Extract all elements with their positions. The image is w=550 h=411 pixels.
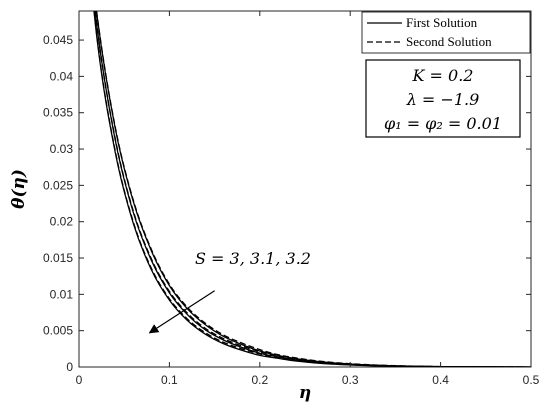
parameter-k: K = 0.2 (412, 66, 474, 85)
y-tick-label: 0.005 (43, 324, 73, 338)
annotation-s-values: S = 3, 3.1, 3.2 (195, 249, 311, 268)
y-tick-label: 0.045 (43, 33, 73, 47)
x-tick-label: 0.2 (251, 373, 268, 387)
legend-label-second-solution: Second Solution (406, 34, 492, 49)
parameters-box: K = 0.2 λ = −1.9 φ₁ = φ₂ = 0.01 (365, 59, 521, 138)
series-layer (93, 11, 531, 367)
legend-box (361, 11, 531, 54)
y-tick-label: 0.025 (43, 178, 73, 192)
y-tick-label: 0.035 (43, 106, 73, 120)
series-line-6 (95, 11, 531, 367)
parameter-phi: φ₁ = φ₂ = 0.01 (384, 114, 502, 133)
legend-label-first-solution: First Solution (406, 15, 478, 30)
legend: First Solution Second Solution (361, 11, 531, 54)
series-line-2 (93, 11, 531, 367)
x-tick-label: 0.5 (523, 373, 540, 387)
y-tick-label: 0 (66, 360, 73, 374)
x-tick-label: 0.4 (432, 373, 449, 387)
y-tick-label: 0.02 (50, 215, 74, 229)
x-axis-label: η (299, 383, 311, 403)
annotation-arrow (148, 290, 215, 334)
x-tick-label: 0.3 (342, 373, 359, 387)
x-tick-label: 0 (76, 373, 83, 387)
ticks-layer: 0 0.1 0.2 0.3 0.4 0.5 0 0.005 0.01 0.015 0.02 0.025… (43, 11, 540, 387)
parameters-frame (365, 59, 521, 138)
parameter-lambda: λ = −1.9 (406, 90, 480, 109)
series-line-5 (95, 11, 531, 367)
y-axis-label: θ(η) (9, 169, 29, 209)
y-tick-label: 0.03 (50, 142, 74, 156)
y-tick-label: 0.015 (43, 251, 73, 265)
y-tick-label: 0.01 (50, 287, 74, 301)
y-tick-label: 0.04 (50, 69, 74, 83)
x-tick-label: 0.1 (161, 373, 178, 387)
